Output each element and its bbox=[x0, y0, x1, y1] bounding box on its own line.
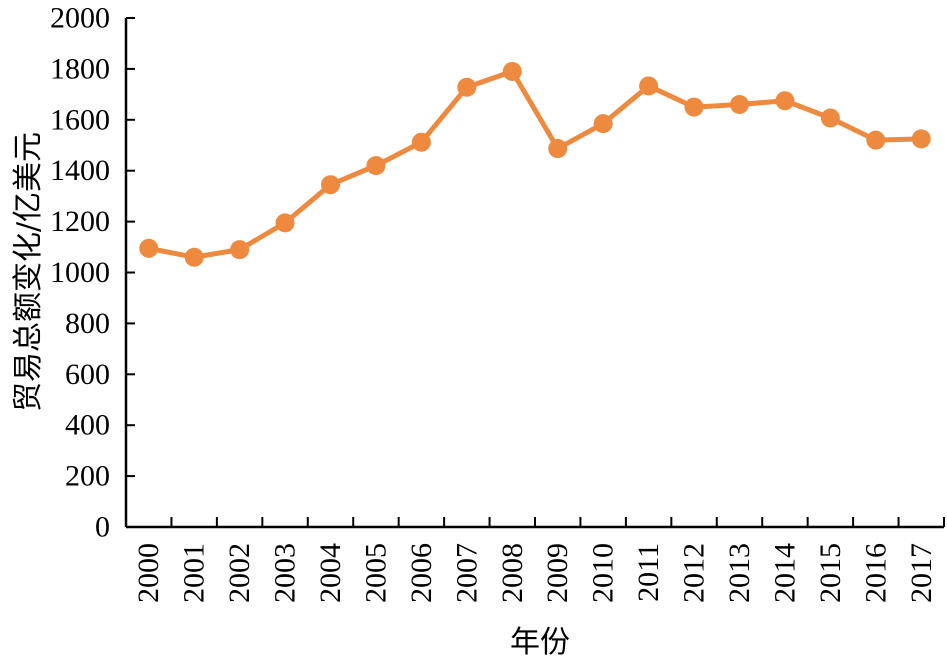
y-tick-label: 400 bbox=[65, 409, 110, 442]
data-point bbox=[820, 108, 840, 128]
data-point bbox=[639, 76, 659, 96]
data-point bbox=[230, 240, 250, 260]
y-tick-label: 1600 bbox=[50, 103, 110, 136]
axes bbox=[124, 18, 944, 529]
data-point bbox=[184, 247, 204, 267]
x-tick-label: 2017 bbox=[905, 543, 938, 603]
y-tick-label: 1000 bbox=[50, 256, 110, 289]
series-line bbox=[146, 68, 924, 260]
x-tick-label: 2014 bbox=[768, 543, 801, 603]
data-point bbox=[139, 238, 159, 258]
y-axis-title: 贸易总额变化/亿美元 bbox=[11, 132, 46, 412]
x-tick-label: 2013 bbox=[723, 543, 756, 603]
x-ticks: 2000 2001 2002 2003 2004 2005 2006 2007 2008 2009… bbox=[132, 517, 945, 603]
x-tick-label: 2004 bbox=[314, 543, 347, 603]
x-tick-label: 2012 bbox=[678, 543, 711, 603]
data-point bbox=[366, 156, 386, 176]
x-tick-label: 2000 bbox=[132, 543, 165, 603]
data-point bbox=[684, 97, 704, 117]
x-tick-label: 2016 bbox=[859, 543, 892, 603]
data-point bbox=[866, 130, 886, 150]
x-tick-label: 2007 bbox=[450, 543, 483, 603]
data-point bbox=[593, 114, 613, 134]
y-tick-label: 200 bbox=[65, 460, 110, 493]
y-tick-label: 0 bbox=[95, 511, 110, 544]
y-tick-label: 2000 bbox=[50, 2, 110, 35]
x-tick-label: 2010 bbox=[587, 543, 620, 603]
data-point bbox=[411, 132, 431, 152]
data-point bbox=[275, 213, 295, 233]
series-layer bbox=[139, 61, 931, 267]
y-ticks: 0 200 400 600 800 1000 1200 1400 1600 1800 2000 bbox=[50, 2, 135, 544]
data-point bbox=[502, 61, 522, 81]
x-tick-label: 2003 bbox=[269, 543, 302, 603]
y-tick-label: 1400 bbox=[50, 154, 110, 187]
x-tick-label: 2002 bbox=[223, 543, 256, 603]
x-tick-label: 2015 bbox=[814, 543, 847, 603]
y-tick-label: 600 bbox=[65, 358, 110, 391]
x-tick-label: 2009 bbox=[541, 543, 574, 603]
y-tick-label: 1200 bbox=[50, 205, 110, 238]
data-point bbox=[775, 91, 795, 111]
data-point bbox=[321, 175, 340, 195]
x-axis-title: 年份 bbox=[510, 625, 570, 660]
y-tick-label: 1800 bbox=[50, 52, 110, 85]
data-point bbox=[548, 139, 568, 159]
data-point bbox=[911, 129, 931, 149]
data-point bbox=[730, 95, 749, 115]
x-tick-label: 2008 bbox=[496, 543, 529, 603]
y-tick-label: 800 bbox=[65, 307, 110, 340]
x-tick-label: 2001 bbox=[178, 543, 211, 603]
x-tick-label: 2011 bbox=[632, 543, 665, 602]
data-point bbox=[457, 77, 477, 97]
x-tick-label: 2005 bbox=[359, 543, 392, 603]
x-tick-label: 2006 bbox=[405, 543, 438, 603]
